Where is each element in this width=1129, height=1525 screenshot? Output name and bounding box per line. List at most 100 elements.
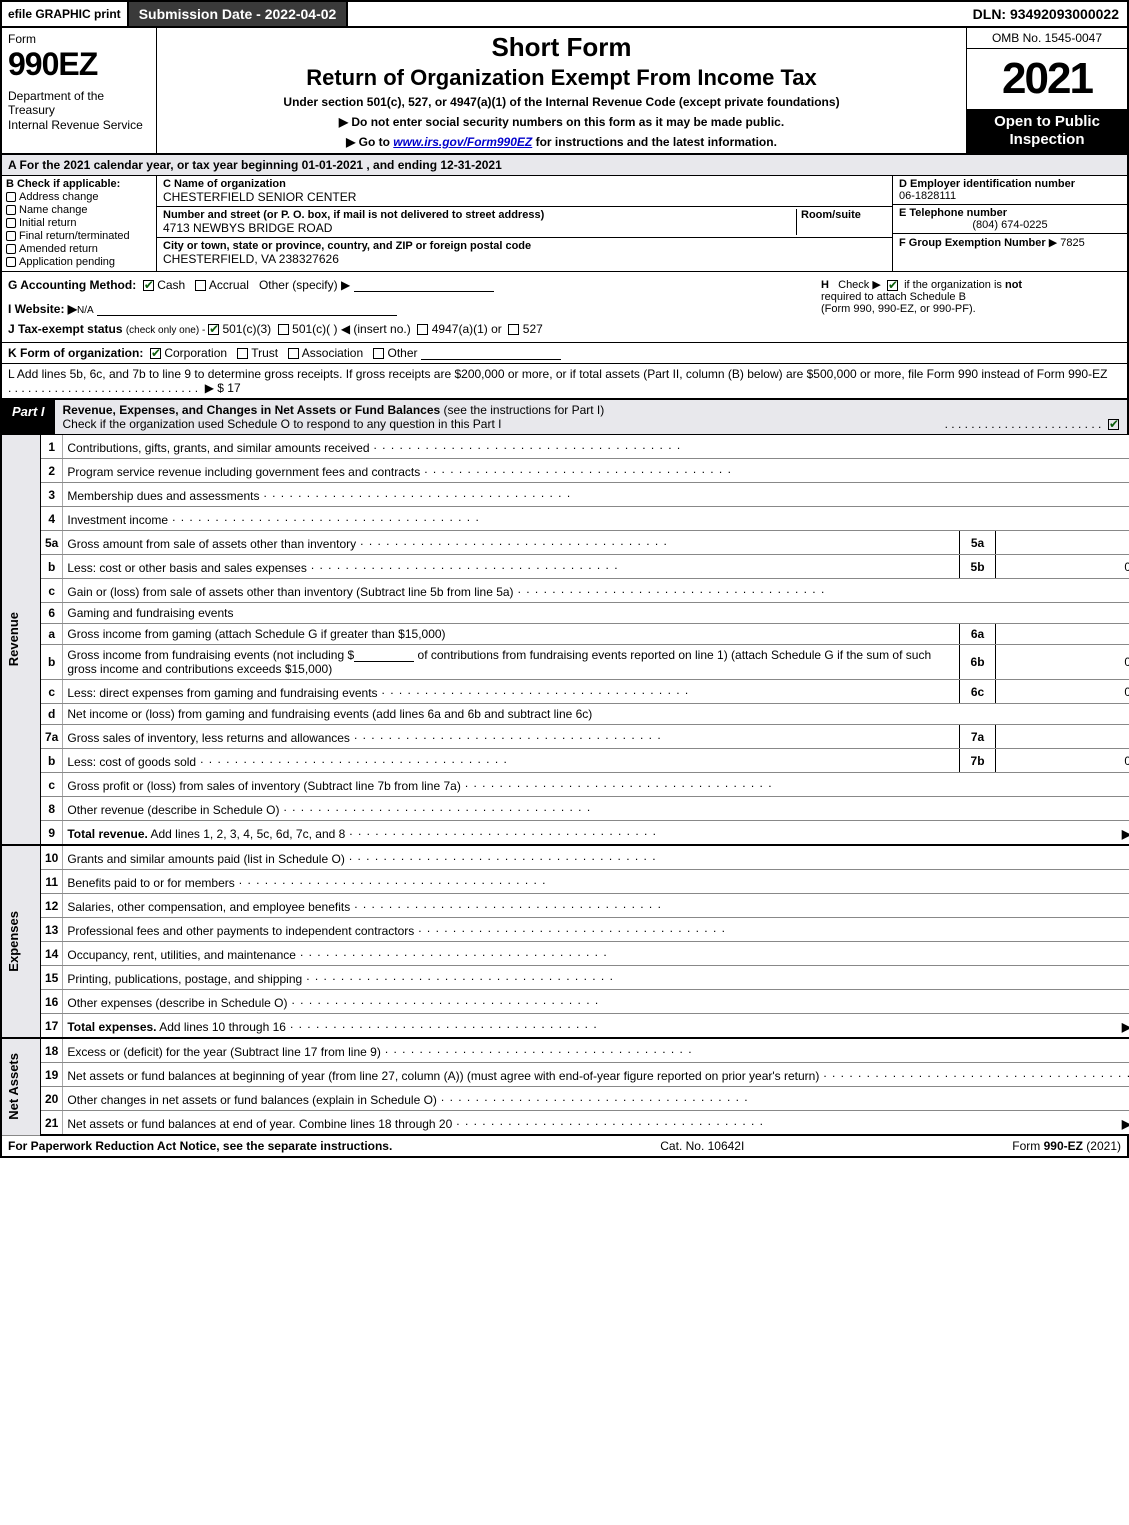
open-public: Open to Public Inspection [967,109,1127,153]
row-5b: b Less: cost or other basis and sales ex… [1,555,1129,579]
header-left: Form 990EZ Department of the Treasury In… [2,28,157,153]
other-org-blank [421,348,561,360]
row-21: 21 Net assets or fund balances at end of… [1,1111,1129,1136]
chk-final-return[interactable]: Final return/terminated [6,230,152,242]
org-city: CHESTERFIELD, VA 238327626 [163,252,886,266]
short-form-title: Short Form [165,32,958,63]
c-name-label: C Name of organization [163,178,886,190]
subval-7b: 0 [996,749,1129,773]
tax-year: 2021 [967,49,1127,109]
subval-7a [996,725,1129,749]
row-6d: d Net income or (loss) from gaming and f… [1,704,1129,725]
row-2: 2 Program service revenue including gove… [1,459,1129,483]
row-1: Revenue 1 Contributions, gifts, grants, … [1,435,1129,459]
chk-527[interactable] [508,324,519,335]
ein: 06-1828111 [899,190,1121,202]
c-street-label: Number and street (or P. O. box, if mail… [163,209,796,221]
form-number: 990EZ [8,46,150,83]
efile-label: efile GRAPHIC print [2,2,129,26]
chk-501c3[interactable] [208,324,219,335]
chk-h[interactable] [887,280,898,291]
row-15: 15 Printing, publications, postage, and … [1,966,1129,990]
row-8: 8 Other revenue (describe in Schedule O)… [1,797,1129,821]
ssn-warning: ▶ Do not enter social security numbers o… [165,115,958,129]
website: N/A [77,305,94,316]
row-6b: b Gross income from fundraising events (… [1,645,1129,680]
chk-initial-return[interactable]: Initial return [6,217,152,229]
section-g: G Accounting Method: Cash Accrual Other … [8,278,801,336]
department: Department of the Treasury Internal Reve… [8,89,150,132]
row-7a: 7a Gross sales of inventory, less return… [1,725,1129,749]
part1-tab: Part I [2,400,55,434]
chk-name-change[interactable]: Name change [6,204,152,216]
row-12: 12 Salaries, other compensation, and emp… [1,894,1129,918]
row-11: 11 Benefits paid to or for members 11 [1,870,1129,894]
c-city-label: City or town, state or province, country… [163,240,886,252]
row-16: 16 Other expenses (describe in Schedule … [1,990,1129,1014]
j-label: J Tax-exempt status [8,322,126,336]
chk-amended-return[interactable]: Amended return [6,243,152,255]
i-label: I Website: ▶ [8,302,77,316]
chk-accrual[interactable] [195,280,206,291]
l-amount: ▶ $ 17 [205,381,241,395]
spacer [348,2,966,26]
row-4: 4 Investment income 4 17 [1,507,1129,531]
org-street: 4713 NEWBYS BRIDGE ROAD [163,221,796,235]
chk-schedule-o[interactable] [1108,419,1119,430]
section-c: C Name of organization CHESTERFIELD SENI… [157,176,892,271]
omb-number: OMB No. 1545-0047 [967,28,1127,49]
g-label: G Accounting Method: [8,278,136,292]
part1-desc: Revenue, Expenses, and Changes in Net As… [55,400,1127,434]
chk-corp[interactable] [150,348,161,359]
row-20: 20 Other changes in net assets or fund b… [1,1087,1129,1111]
form-header: Form 990EZ Department of the Treasury In… [0,28,1129,155]
header-center: Short Form Return of Organization Exempt… [157,28,967,153]
footer-right: Form 990-EZ (2021) [1012,1139,1121,1153]
line-k: K Form of organization: Corporation Trus… [0,343,1129,364]
chk-4947[interactable] [417,324,428,335]
telephone: (804) 674-0225 [899,219,1121,231]
footer-catno: Cat. No. 10642I [660,1139,744,1153]
section-def: D Employer identification number 06-1828… [892,176,1127,271]
room-label: Room/suite [801,209,886,221]
row-18: Net Assets 18 Excess or (deficit) for th… [1,1038,1129,1063]
row-7c: c Gross profit or (loss) from sales of i… [1,773,1129,797]
row-9: 9 Total revenue. Add lines 1, 2, 3, 4, 5… [1,821,1129,846]
gh-block: G Accounting Method: Cash Accrual Other … [0,272,1129,343]
side-revenue: Revenue [1,435,41,845]
row-14: 14 Occupancy, rent, utilities, and maint… [1,942,1129,966]
group-number: ▶ 7825 [1049,237,1085,249]
under-section: Under section 501(c), 527, or 4947(a)(1)… [165,95,958,109]
section-h: H Check ▶ if the organization is not req… [821,278,1121,336]
chk-cash[interactable] [143,280,154,291]
submission-date: Submission Date - 2022-04-02 [129,2,349,26]
chk-assoc[interactable] [288,348,299,359]
chk-other[interactable] [373,348,384,359]
chk-app-pending[interactable]: Application pending [6,256,152,268]
row-6a: a Gross income from gaming (attach Sched… [1,624,1129,645]
side-netassets: Net Assets [1,1038,41,1135]
part1-header: Part I Revenue, Expenses, and Changes in… [0,400,1129,435]
row-5a: 5a Gross amount from sale of assets othe… [1,531,1129,555]
subval-6a [996,624,1129,645]
chk-trust[interactable] [237,348,248,359]
b-header: B Check if applicable: [6,178,152,190]
website-blank [97,304,397,316]
irs-link[interactable]: www.irs.gov/Form990EZ [393,135,532,149]
subval-6b: 0 [996,645,1129,680]
footer-left: For Paperwork Reduction Act Notice, see … [8,1139,392,1153]
org-name: CHESTERFIELD SENIOR CENTER [163,190,886,204]
line-a: A For the 2021 calendar year, or tax yea… [0,155,1129,176]
goto-post: for instructions and the latest informat… [532,135,777,149]
chk-address-change[interactable]: Address change [6,191,152,203]
line-l: L Add lines 5b, 6c, and 7b to line 9 to … [0,364,1129,400]
footer: For Paperwork Reduction Act Notice, see … [0,1136,1129,1158]
row-3: 3 Membership dues and assessments 3 0 [1,483,1129,507]
group-label: F Group Exemption Number [899,237,1046,249]
section-b: B Check if applicable: Address change Na… [2,176,157,271]
bcd-block: B Check if applicable: Address change Na… [0,176,1129,272]
row-7b: b Less: cost of goods sold 7b 0 [1,749,1129,773]
subval-6c: 0 [996,680,1129,704]
chk-501c[interactable] [278,324,289,335]
part1-table: Revenue 1 Contributions, gifts, grants, … [0,435,1129,1136]
